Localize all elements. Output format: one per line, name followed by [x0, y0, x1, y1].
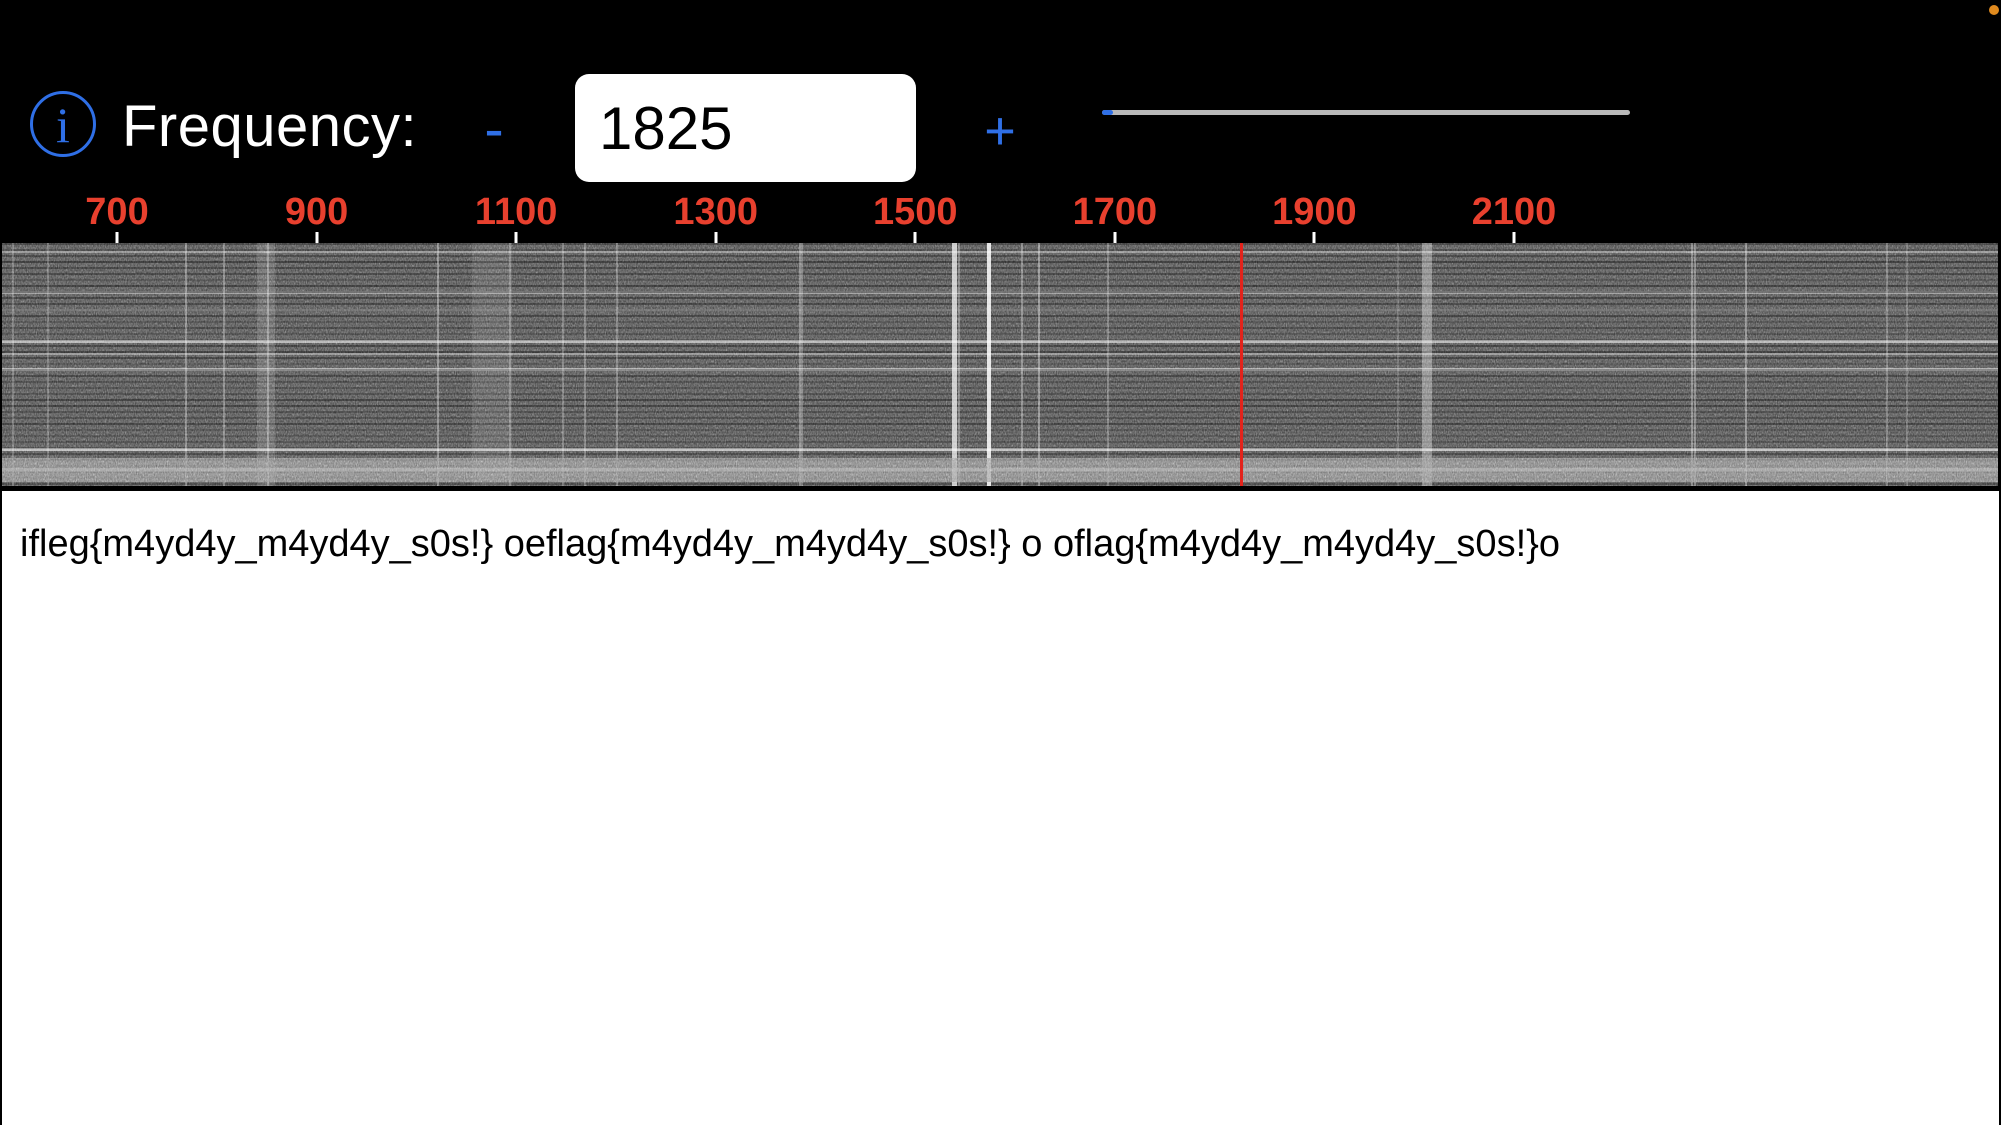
frequency-label: Frequency: [122, 94, 418, 159]
scale-tick-mark [514, 232, 518, 243]
decoded-text-panel: ifleg{m4yd4y_m4yd4y_s0s!} oeflag{m4yd4y_… [2, 491, 1999, 1125]
scale-tick-mark [1312, 232, 1316, 243]
waterfall-image [2, 243, 1998, 486]
info-button[interactable]: i [30, 91, 96, 157]
frequency-scale: 700 900 1100 1300 1500 1700 1900 2100 [0, 185, 2001, 243]
scale-tick-label: 1100 [474, 191, 558, 233]
scale-tick-label: 1500 [873, 191, 958, 233]
scale-tick-mark [1113, 232, 1117, 243]
scale-tick-mark [115, 232, 119, 243]
decrease-frequency-button[interactable]: - [484, 97, 504, 162]
frequency-input[interactable] [575, 74, 916, 182]
frequency-slider[interactable] [1102, 110, 1630, 115]
scale-tick-label: 2100 [1471, 191, 1557, 233]
scale-tick-label: 900 [284, 191, 349, 233]
status-indicator-dot [1989, 5, 1999, 15]
scale-tick-label: 1900 [1272, 191, 1357, 233]
scale-tick-label: 1300 [673, 191, 758, 233]
scale-tick-mark [913, 232, 917, 243]
scale-tick-mark [1512, 232, 1516, 243]
scale-tick-label: 1700 [1072, 191, 1158, 233]
scale-tick-mark [714, 232, 718, 243]
frequency-slider-fill [1102, 110, 1113, 115]
info-icon: i [56, 97, 70, 153]
increase-frequency-button[interactable]: + [984, 101, 1016, 161]
scale-tick-mark [315, 232, 319, 243]
scale-tick-label: 700 [85, 191, 149, 233]
decoded-text: ifleg{m4yd4y_m4yd4y_s0s!} oeflag{m4yd4y_… [20, 523, 1560, 565]
waterfall-spectrogram[interactable] [2, 243, 1998, 486]
tuning-marker-line[interactable] [1239, 243, 1243, 486]
